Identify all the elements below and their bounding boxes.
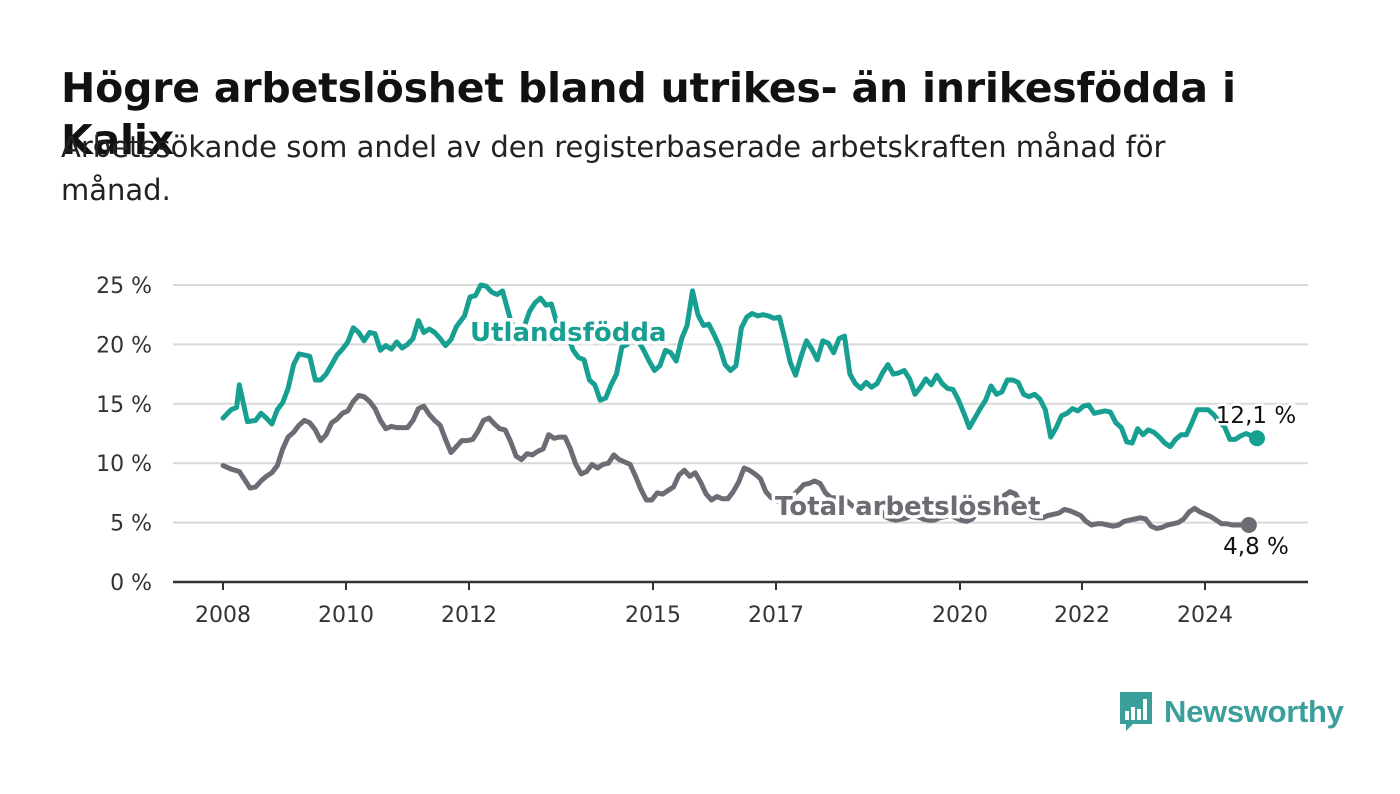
brand-name: Newsworthy xyxy=(1164,694,1344,729)
gridlines xyxy=(173,284,1308,524)
y-tick-label: 25 % xyxy=(96,274,152,299)
total-end-point xyxy=(1240,516,1257,533)
x-tick-label: 2024 xyxy=(1177,603,1233,628)
x-tick-label: 2010 xyxy=(318,603,374,628)
x-tick-label: 2012 xyxy=(441,603,497,628)
x-tick-label: 2020 xyxy=(932,603,988,628)
y-tick-label: 15 % xyxy=(96,393,152,418)
series-labels: 12,1 % Utlandsfödda 4,8 % Total arbetslöshe… xyxy=(467,315,1299,563)
utlandsfodda-end-point xyxy=(1249,430,1265,447)
x-tick-label: 2008 xyxy=(195,603,251,628)
y-tick-label: 0 % xyxy=(110,571,152,596)
bar-chart-speech-bubble-icon xyxy=(1120,692,1152,731)
utlandsfodda-line xyxy=(220,282,1260,450)
chart-subtitle: Arbetssökande som andel av den registerb… xyxy=(61,130,1166,207)
y-axis-ticks: 0 % 5 % 10 % 15 % 20 % 25 % xyxy=(96,274,152,596)
newsworthy-logo: Newsworthy xyxy=(1118,690,1344,734)
x-tick-label: 2015 xyxy=(625,603,681,628)
x-tick-label: 2022 xyxy=(1054,603,1110,628)
utlandsfodda-series-label: Utlandsfödda xyxy=(470,318,667,348)
y-tick-label: 5 % xyxy=(110,512,152,537)
x-axis-ticks: 2008 2010 2012 2015 2017 2020 2022 2024 xyxy=(195,582,1233,628)
y-tick-label: 10 % xyxy=(96,452,152,477)
y-tick-label: 20 % xyxy=(96,333,152,358)
total-series-label: Total arbetslöshet xyxy=(775,492,1040,522)
total-end-label: 4,8 % xyxy=(1223,534,1289,560)
series-lines xyxy=(220,282,1265,533)
utlandsfodda-end-label: 12,1 % xyxy=(1216,403,1296,429)
x-tick-label: 2017 xyxy=(748,603,804,628)
total-line xyxy=(220,393,1252,531)
chart-title: Högre arbetslöshet bland utrikes- än inr… xyxy=(61,64,1236,164)
